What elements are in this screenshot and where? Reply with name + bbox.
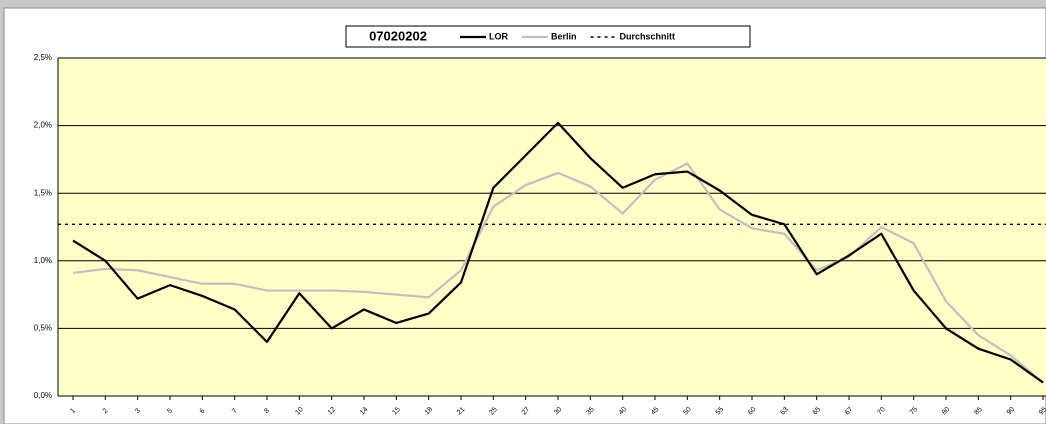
x-tick-label: 40 — [618, 406, 629, 417]
x-tick-label: 75 — [909, 406, 920, 417]
y-tick-label: 1,5% — [34, 188, 52, 197]
x-tick-label: 25 — [488, 406, 499, 417]
x-tick-label: 63 — [779, 406, 790, 417]
x-tick-label: 18 — [424, 406, 435, 417]
series-line — [72, 121, 1044, 384]
legend-label: LOR — [489, 31, 508, 41]
chart-title: 07020202 — [369, 28, 427, 43]
x-tick-label: 95 — [1038, 406, 1046, 417]
x-tick-label: 5 — [166, 407, 174, 415]
x-tick-label: 27 — [521, 406, 532, 417]
x-tick-label: 10 — [294, 406, 305, 417]
y-tick-label: 1,0% — [34, 256, 52, 265]
x-tick-label: 21 — [456, 406, 467, 417]
plot-area — [58, 58, 1046, 396]
x-tick-label: 14 — [359, 406, 370, 417]
x-tick-label: 60 — [747, 406, 758, 417]
series-line — [72, 162, 1044, 384]
x-tick-label: 15 — [391, 406, 402, 417]
x-tick-label: 3 — [134, 407, 142, 415]
x-tick-label: 45 — [650, 406, 661, 417]
x-tick-label: 50 — [682, 406, 693, 417]
y-tick-label: 0,5% — [34, 324, 52, 333]
x-tick-label: 2 — [102, 407, 110, 415]
x-tick-label: 55 — [715, 406, 726, 417]
x-tick-label: 30 — [553, 406, 564, 417]
y-tick-label: 2,0% — [34, 121, 52, 130]
x-tick-label: 8 — [263, 407, 271, 415]
x-tick-label: 35 — [585, 406, 596, 417]
x-tick-label: 85 — [973, 406, 984, 417]
x-tick-label: 7 — [231, 407, 239, 415]
x-tick-label: 80 — [941, 406, 952, 417]
x-tick-label: 12 — [327, 406, 338, 417]
x-tick-label: 90 — [1006, 406, 1017, 417]
legend-label: Berlin — [551, 31, 577, 41]
y-tick-label: 2,5% — [34, 53, 52, 62]
x-tick-label: 65 — [812, 406, 823, 417]
x-tick-label: 67 — [844, 406, 855, 417]
y-tick-label: 0,0% — [34, 391, 52, 400]
x-tick-label: 70 — [876, 406, 887, 417]
legend-label: Durchschnitt — [620, 31, 676, 41]
x-tick-label: 6 — [199, 407, 207, 415]
x-tick-label: 1 — [69, 407, 77, 415]
